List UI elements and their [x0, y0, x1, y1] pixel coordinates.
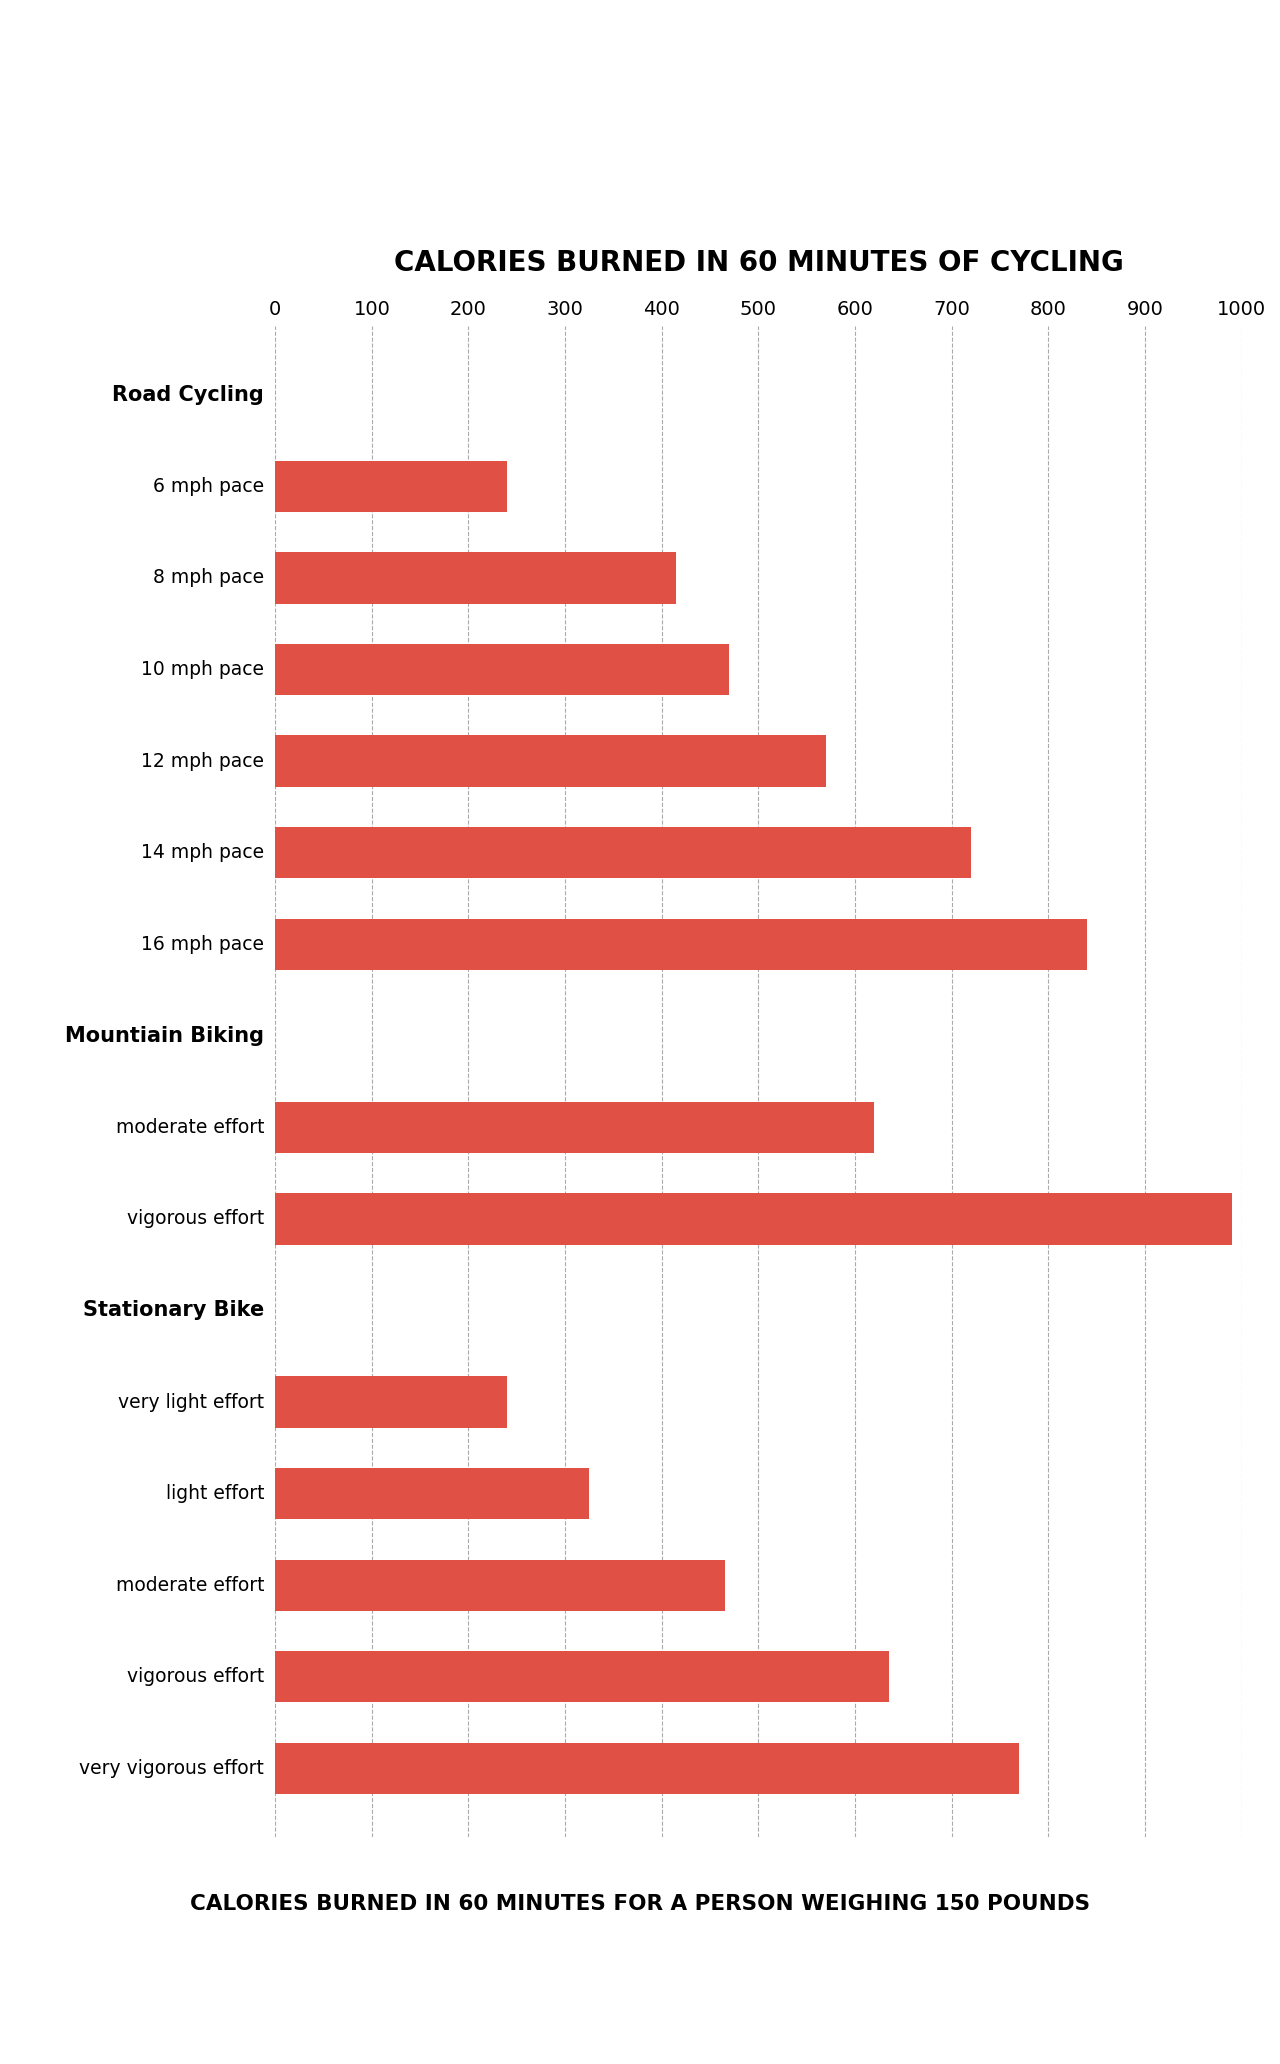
Text: very vigorous effort: very vigorous effort — [79, 1759, 264, 1777]
Text: CALORIES BURNED IN 60 MINUTES FOR A PERSON WEIGHING 150 POUNDS: CALORIES BURNED IN 60 MINUTES FOR A PERS… — [189, 1895, 1091, 1915]
Text: 16 mph pace: 16 mph pace — [141, 935, 264, 954]
Bar — [275, 1468, 589, 1519]
Text: very light effort: very light effort — [118, 1393, 264, 1412]
Bar — [275, 1102, 874, 1154]
Bar — [275, 553, 676, 603]
Bar — [275, 1651, 888, 1703]
Text: light effort: light effort — [165, 1484, 264, 1503]
Text: HOW MANY CALORIES DO
YOU BURN BIKING?: HOW MANY CALORIES DO YOU BURN BIKING? — [63, 70, 1217, 235]
Text: Mountiain Biking: Mountiain Biking — [65, 1026, 264, 1046]
Bar — [275, 460, 507, 512]
Bar — [275, 1560, 724, 1610]
Title: CALORIES BURNED IN 60 MINUTES OF CYCLING: CALORIES BURNED IN 60 MINUTES OF CYCLING — [393, 248, 1124, 277]
Text: 12 mph pace: 12 mph pace — [141, 751, 264, 770]
Text: 8 mph pace: 8 mph pace — [154, 568, 264, 588]
Text: 10 mph pace: 10 mph pace — [141, 660, 264, 679]
Bar — [275, 735, 826, 786]
Text: moderate effort: moderate effort — [115, 1575, 264, 1595]
Text: vigorous effort: vigorous effort — [127, 1668, 264, 1686]
Text: 14 mph pace: 14 mph pace — [141, 842, 264, 863]
Bar — [275, 1377, 507, 1428]
Text: moderate effort: moderate effort — [115, 1119, 264, 1137]
Bar — [643, 1988, 654, 1992]
Bar — [643, 1994, 654, 2000]
Text: 6 mph pace: 6 mph pace — [154, 477, 264, 495]
Text: www.inchcalculator.com: www.inchcalculator.com — [479, 2029, 801, 2054]
Bar — [626, 1977, 654, 1986]
Bar — [275, 918, 1087, 970]
Text: Stationary Bike: Stationary Bike — [83, 1300, 264, 1321]
Bar — [275, 1193, 1231, 1245]
Text: Road Cycling: Road Cycling — [113, 384, 264, 405]
Bar — [627, 1994, 637, 2000]
Bar — [627, 1988, 637, 1992]
Bar — [275, 1742, 1019, 1794]
Text: vigorous effort: vigorous effort — [127, 1210, 264, 1228]
Bar — [275, 828, 972, 879]
Bar — [275, 644, 730, 696]
